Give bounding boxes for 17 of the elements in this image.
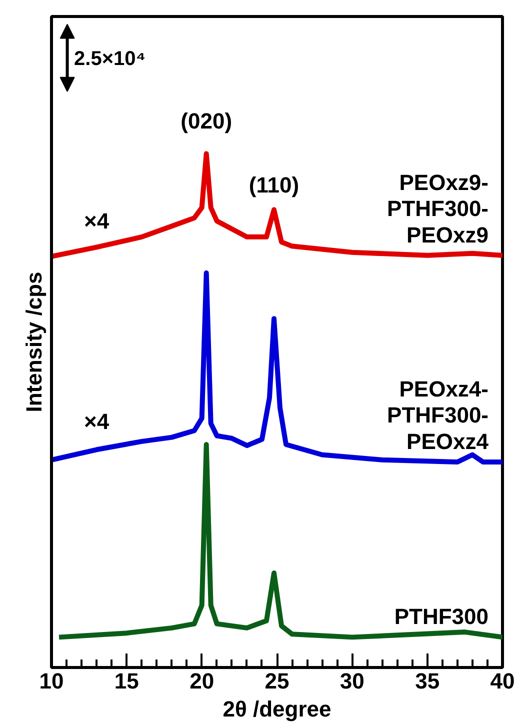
text: (020) [180,108,232,134]
x-tick-label: 15 [114,668,139,694]
x-tick-label: 10 [39,668,64,694]
y-axis-title: Intensity /cps [22,272,46,412]
annotation: ×4 [84,208,110,234]
x-tick-label: 25 [264,668,290,694]
series-label: PTHF300 [394,604,489,630]
series-label: PEOxz4-PTHF300-PEOxz4 [387,376,490,454]
x-tick-label: 40 [490,668,515,694]
x-axis-title: 2θ /degree [222,696,332,722]
text: 2.5×10⁴ [74,48,146,70]
annotation: (110) [248,172,300,198]
series-label: PEOxz9-PTHF300-PEOxz9 [387,170,489,248]
annotation: ×4 [84,408,110,434]
x-tick-label: 20 [190,668,214,694]
x-tick-label: 35 [415,668,440,694]
x-tick-label: 30 [340,668,364,694]
